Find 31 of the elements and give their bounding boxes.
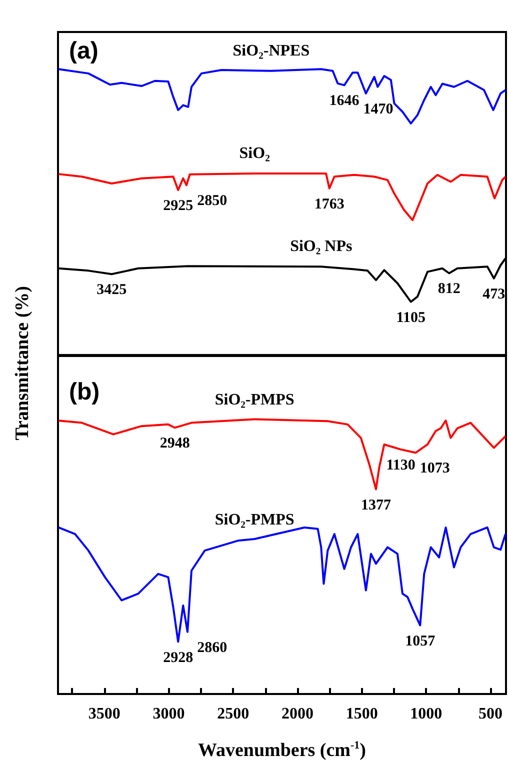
chart-title: (b) — [69, 378, 100, 406]
annotation: 1105 — [396, 310, 426, 326]
series-label: SiO₂-PMPS — [214, 391, 294, 408]
x-tick-label: 3000 — [152, 706, 185, 722]
annotation: 2850 — [197, 193, 228, 210]
annotation: 2925 — [163, 198, 194, 214]
x-tick-label: 2500 — [217, 706, 250, 722]
annotation: 2948 — [160, 436, 190, 452]
annotation: 2860 — [197, 640, 228, 656]
annotation: 1057 — [405, 633, 436, 650]
annotation: 1130 — [386, 457, 416, 474]
chart-title: (a) — [69, 38, 98, 64]
x-tick-label: 1000 — [410, 706, 442, 722]
annotation: 1470 — [363, 101, 394, 118]
annotation: 1646 — [329, 93, 360, 110]
series-label: SiO₂-PMPS — [214, 511, 294, 528]
x-tick-label: 1500 — [346, 706, 378, 722]
annotation: 1763 — [314, 196, 344, 212]
series-label: SiO₂ — [239, 144, 270, 162]
annotation: 1377 — [360, 497, 392, 514]
annotation: 1073 — [420, 460, 450, 477]
x-tick-label: 500 — [478, 706, 503, 722]
series-label: SiO₂ NPs — [290, 238, 352, 256]
x-tick-label: 2000 — [281, 706, 314, 722]
series-label: SiO₂-NPES — [232, 42, 310, 60]
annotation: 2928 — [163, 650, 194, 666]
annotation: 3425 — [96, 282, 127, 298]
annotation: 812 — [438, 281, 460, 298]
x-tick-label: 3500 — [88, 706, 120, 722]
y-axis-title: Transmittance (%) — [12, 286, 34, 440]
annotation: 473 — [482, 286, 506, 302]
